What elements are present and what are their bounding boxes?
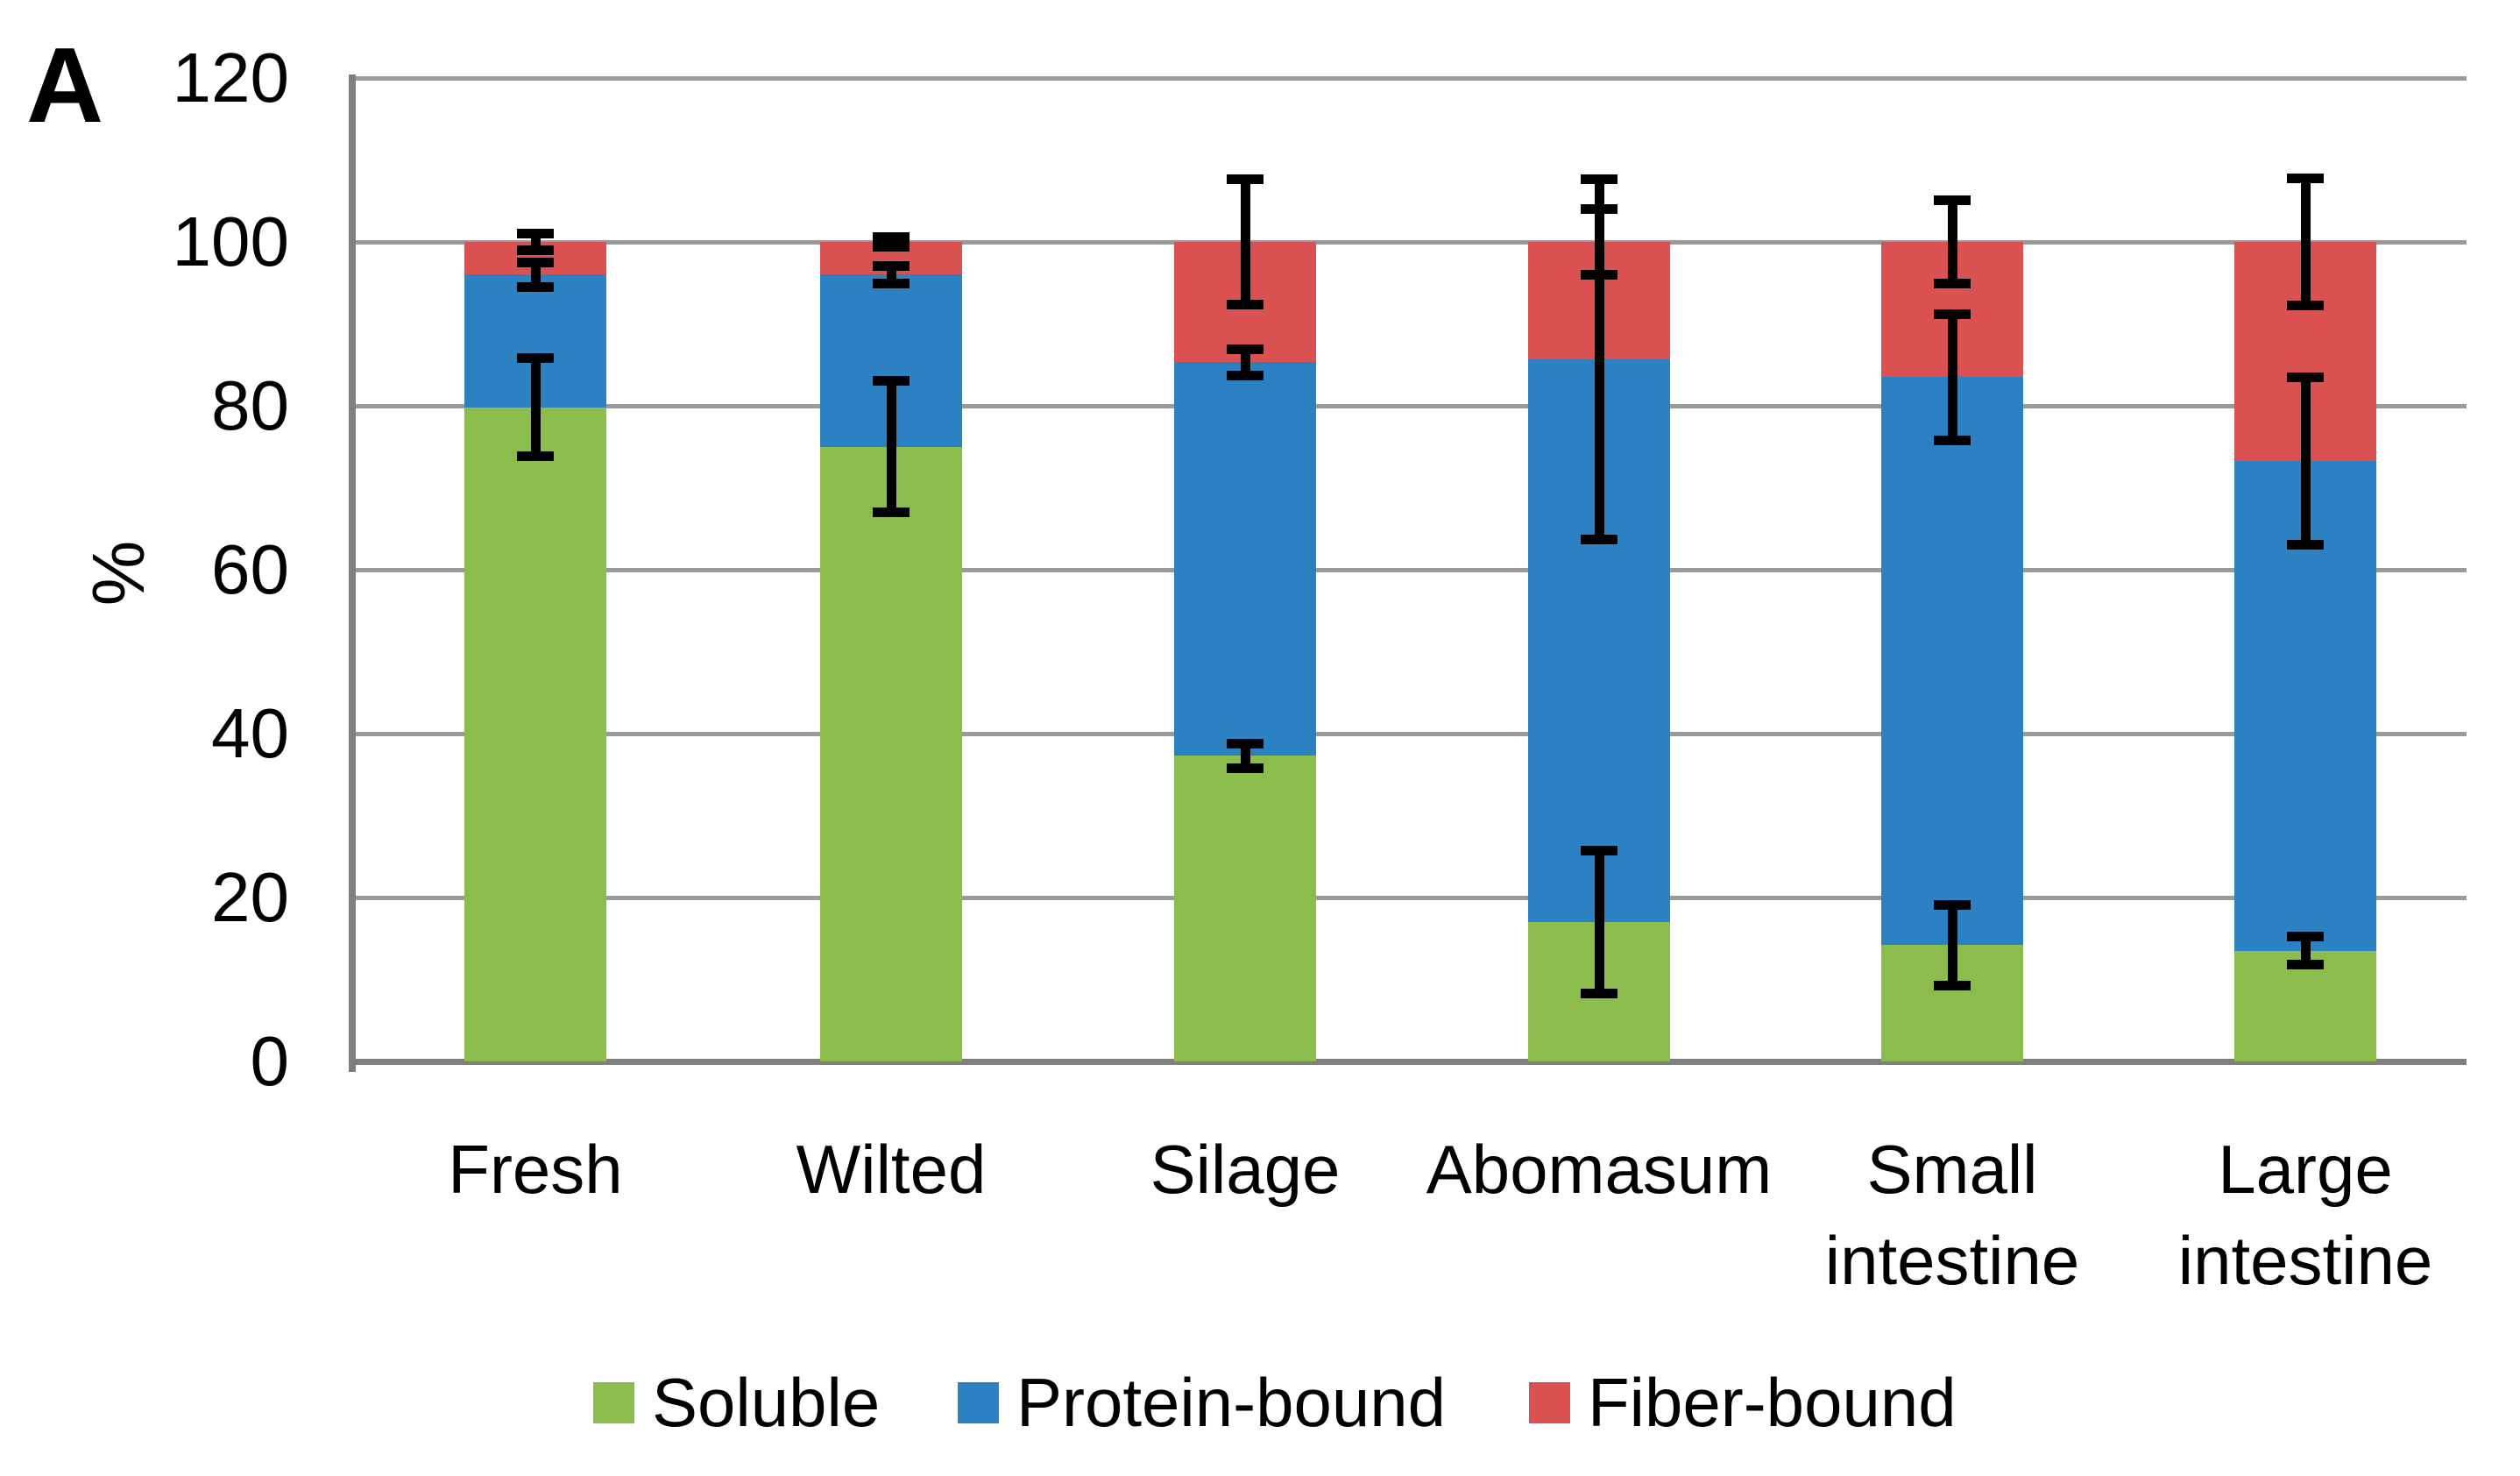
x-axis-label-abomasum: Abomasum [1426,1131,1773,1208]
legend-item-fiber-bound: Fiber-bound [1529,1368,1957,1437]
y-tick-label-80: 80 [211,366,289,444]
error-bar-small-intestine-fiber-bound-cap-bottom [1934,279,1971,289]
bar-silage-protein-bound [1174,362,1316,756]
error-bar-wilted-soluble-cap-top [873,376,910,387]
y-tick-label-60: 60 [211,530,289,608]
error-bar-small-intestine-protein-bound-cap-bottom [1934,435,1971,445]
legend-swatch-protein-bound [958,1381,999,1423]
error-bar-silage-soluble-line [1240,743,1250,769]
gridline-40 [356,731,2467,736]
gridline-100 [356,239,2467,245]
y-tick-label-20: 20 [211,858,289,936]
error-bar-wilted-soluble-line [886,380,896,513]
error-bar-silage-soluble-cap-bottom [1227,763,1264,773]
panel-label: A [26,25,104,145]
bar-wilted-soluble [820,446,962,1061]
error-bar-wilted-protein-bound-cap-top [873,260,910,271]
x-axis-label-small-intestine: Small intestine [1824,1131,2080,1299]
error-bar-wilted-fiber-bound-cap-bottom [873,242,910,252]
error-bar-silage-protein-bound-line [1240,349,1250,376]
error-bar-wilted-soluble-cap-bottom [873,507,910,518]
error-bar-abomasum-fiber-bound-cap-top [1581,204,1617,215]
error-bar-abomasum-protein-bound-line [1594,179,1604,540]
error-bar-fresh-soluble-cap-top [517,353,554,364]
error-bar-small-intestine-soluble-cap-bottom [1934,980,1971,990]
error-bar-small-intestine-soluble-line [1947,905,1957,986]
y-tick-label-120: 120 [172,39,289,117]
legend-label-protein-bound: Protein-bound [1016,1364,1447,1441]
error-bar-silage-fiber-bound-line [1240,179,1250,305]
legend-label-fiber-bound: Fiber-bound [1588,1364,1957,1441]
error-bar-large-intestine-fiber-bound-line [2300,178,2311,306]
error-bar-fresh-soluble-line [530,358,541,457]
y-tick-label-40: 40 [211,694,289,772]
error-bar-abomasum-protein-bound-cap-top [1581,174,1617,184]
y-axis-line [349,75,356,1072]
error-bar-small-intestine-soluble-cap-top [1934,899,1971,910]
error-bar-wilted-protein-bound-line [886,266,896,284]
error-bar-fresh-protein-bound-cap-bottom [517,281,554,292]
error-bar-small-intestine-protein-bound-cap-top [1934,309,1971,319]
error-bar-wilted-fiber-bound-cap-top [873,231,910,242]
error-bar-silage-protein-bound-cap-bottom [1227,370,1264,380]
error-bar-fresh-fiber-bound-cap-top [517,229,554,239]
error-bar-silage-protein-bound-cap-top [1227,344,1264,354]
x-axis-label-large-intestine: Large intestine [2177,1131,2433,1299]
error-bar-large-intestine-protein-bound-cap-top [2287,372,2324,382]
x-axis-label-silage: Silage [1150,1131,1341,1208]
gridline-120 [356,75,2467,81]
error-bar-large-intestine-soluble-line [2300,936,2311,965]
x-axis-line [349,1058,2467,1065]
bar-fresh-soluble [464,407,606,1061]
error-bar-fresh-fiber-bound-line [530,233,541,251]
error-bar-wilted-fiber-bound-line [886,237,896,247]
bar-silage-soluble [1174,756,1316,1061]
error-bar-silage-soluble-cap-top [1227,738,1264,749]
error-bar-small-intestine-protein-bound-line [1947,314,1957,441]
error-bar-fresh-protein-bound-cap-top [517,257,554,267]
bar-small-intestine-protein-bound [1881,377,2023,946]
gridline-20 [356,895,2467,900]
error-bar-large-intestine-protein-bound-line [2300,377,2311,544]
error-bar-wilted-protein-bound-cap-bottom [873,279,910,289]
legend-item-soluble: Soluble [593,1368,880,1437]
error-bar-large-intestine-protein-bound-cap-bottom [2287,539,2324,550]
legend-swatch-fiber-bound [1529,1381,1570,1423]
error-bar-abomasum-protein-bound-cap-bottom [1581,534,1617,544]
gridline-80 [356,403,2467,408]
x-axis-label-fresh: Fresh [448,1131,623,1208]
error-bar-silage-fiber-bound-cap-top [1227,174,1264,184]
error-bar-abomasum-soluble-cap-top [1581,846,1617,856]
legend-label-soluble: Soluble [652,1364,881,1441]
error-bar-silage-fiber-bound-cap-bottom [1227,300,1264,310]
y-tick-label-100: 100 [172,202,289,280]
error-bar-abomasum-fiber-bound-line [1594,209,1604,275]
legend-item-protein-bound: Protein-bound [958,1368,1446,1437]
error-bar-abomasum-fiber-bound-cap-bottom [1581,269,1617,280]
error-bar-large-intestine-fiber-bound-cap-top [2287,173,2324,183]
x-axis-label-wilted: Wilted [796,1131,987,1208]
y-tick-label-0: 0 [250,1022,290,1100]
error-bar-large-intestine-soluble-cap-top [2287,932,2324,942]
legend-swatch-soluble [593,1381,634,1423]
gridline-60 [356,567,2467,572]
error-bar-abomasum-soluble-line [1594,850,1604,994]
error-bar-small-intestine-fiber-bound-line [1947,200,1957,284]
error-bar-small-intestine-fiber-bound-cap-top [1934,195,1971,205]
error-bar-fresh-fiber-bound-cap-bottom [517,245,554,255]
error-bar-large-intestine-soluble-cap-bottom [2287,960,2324,970]
error-bar-large-intestine-fiber-bound-cap-bottom [2287,301,2324,311]
error-bar-abomasum-soluble-cap-bottom [1581,988,1617,998]
error-bar-fresh-soluble-cap-bottom [517,451,554,462]
error-bar-fresh-protein-bound-line [530,262,541,287]
